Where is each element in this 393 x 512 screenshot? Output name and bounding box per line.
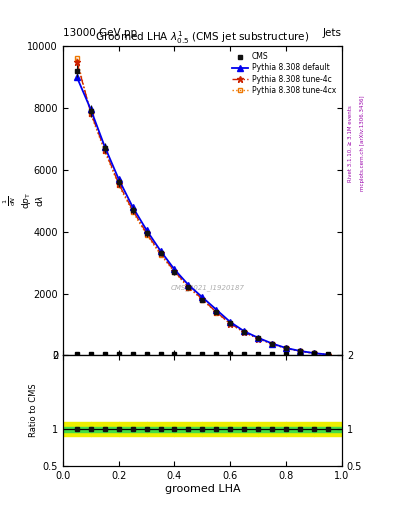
Y-axis label: $\frac{1}{\mathrm{d}N}$
$\mathrm{d}p_\mathrm{T}$
$\mathrm{d}\lambda$: $\frac{1}{\mathrm{d}N}$ $\mathrm{d}p_\ma… bbox=[1, 192, 45, 209]
Y-axis label: Ratio to CMS: Ratio to CMS bbox=[29, 384, 39, 437]
Text: mcplots.cern.ch [arXiv:1306.3436]: mcplots.cern.ch [arXiv:1306.3436] bbox=[360, 96, 365, 191]
Text: Rivet 3.1.10, ≥ 3.1M events: Rivet 3.1.10, ≥ 3.1M events bbox=[348, 105, 353, 182]
Legend: CMS, Pythia 8.308 default, Pythia 8.308 tune-4c, Pythia 8.308 tune-4cx: CMS, Pythia 8.308 default, Pythia 8.308 … bbox=[230, 50, 338, 97]
Text: 13000 GeV pp: 13000 GeV pp bbox=[63, 28, 137, 38]
Text: Jets: Jets bbox=[323, 28, 342, 38]
X-axis label: groomed LHA: groomed LHA bbox=[165, 483, 240, 494]
Text: CMS_2021_I1920187: CMS_2021_I1920187 bbox=[171, 284, 245, 291]
Title: Groomed LHA $\lambda^{1}_{0.5}$ (CMS jet substructure): Groomed LHA $\lambda^{1}_{0.5}$ (CMS jet… bbox=[95, 29, 310, 46]
